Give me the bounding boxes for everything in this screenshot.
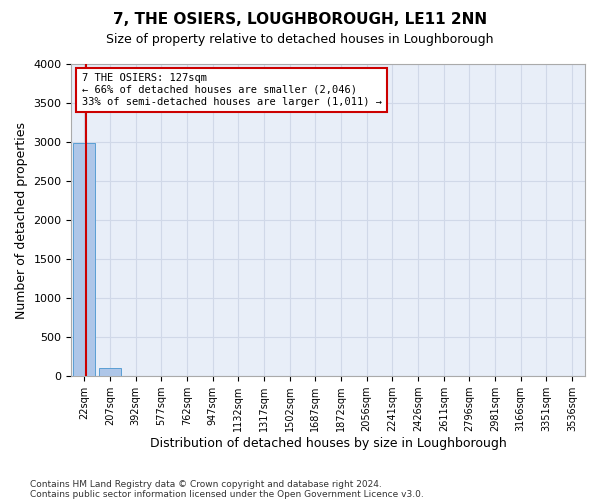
Text: Size of property relative to detached houses in Loughborough: Size of property relative to detached ho…: [106, 32, 494, 46]
Y-axis label: Number of detached properties: Number of detached properties: [15, 122, 28, 318]
Text: Contains HM Land Registry data © Crown copyright and database right 2024.: Contains HM Land Registry data © Crown c…: [30, 480, 382, 489]
Bar: [73, 143, 95, 376]
Bar: [99, 368, 121, 376]
Text: 7 THE OSIERS: 127sqm
← 66% of detached houses are smaller (2,046)
33% of semi-de: 7 THE OSIERS: 127sqm ← 66% of detached h…: [82, 74, 382, 106]
Text: Contains public sector information licensed under the Open Government Licence v3: Contains public sector information licen…: [30, 490, 424, 499]
Text: 7, THE OSIERS, LOUGHBOROUGH, LE11 2NN: 7, THE OSIERS, LOUGHBOROUGH, LE11 2NN: [113, 12, 487, 28]
X-axis label: Distribution of detached houses by size in Loughborough: Distribution of detached houses by size …: [150, 437, 506, 450]
